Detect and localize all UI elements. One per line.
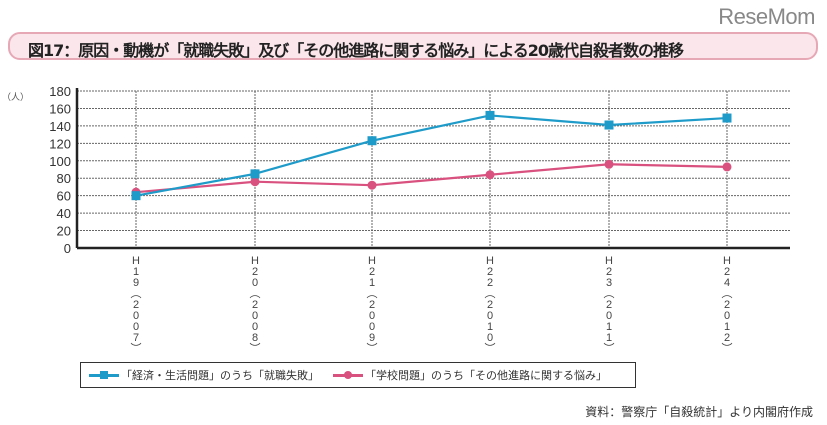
- y-tick-label: 20: [57, 224, 71, 239]
- square-marker-icon: [89, 369, 119, 381]
- source-note: 資料：警察庁「自殺統計」より内閣府作成: [585, 405, 813, 419]
- circle-marker-icon: [333, 369, 363, 381]
- y-tick-label: 40: [57, 206, 71, 221]
- data-point-marker: [485, 110, 495, 120]
- x-tick-label: H 2 3 ︵ 2 0 1 1 ︶: [604, 255, 615, 355]
- x-tick-label: H 1 9 ︵ 2 0 0 7 ︶: [131, 255, 142, 355]
- legend-label: 「学校問題」のうち「その他進路に関する悩み」: [365, 369, 607, 382]
- x-tick-label: H 2 0 ︵ 2 0 0 8 ︶: [250, 255, 261, 355]
- data-point-marker: [604, 120, 614, 130]
- resemom-logo: ReseMom: [718, 4, 815, 29]
- y-tick-label: 140: [49, 119, 71, 134]
- title-banner: 図17：原因・動機が「就職失敗」及び「その他進路に関する悩み」による20歳代自殺…: [8, 32, 818, 60]
- data-point-marker: [367, 180, 377, 190]
- legend-item-series-2: 「学校問題」のうち「その他進路に関する悩み」: [333, 367, 607, 383]
- legend-item-series-1: 「経済・生活問題」のうち「就職失敗」: [89, 367, 319, 383]
- data-point-marker: [367, 136, 377, 146]
- data-point-marker: [604, 159, 614, 169]
- legend-label: 「経済・生活問題」のうち「就職失敗」: [121, 369, 319, 382]
- data-point-marker: [250, 169, 260, 179]
- data-point-marker: [722, 113, 732, 123]
- y-tick-label: 160: [49, 101, 71, 116]
- series-line-2: [135, 163, 728, 194]
- chart-title: 図17：原因・動機が「就職失敗」及び「その他進路に関する悩み」による20歳代自殺…: [28, 41, 684, 60]
- data-point-marker: [485, 170, 495, 180]
- data-point-marker: [722, 162, 732, 172]
- y-tick-label: 60: [57, 189, 71, 204]
- x-tick-label: H 2 1 ︵ 2 0 0 9 ︶: [367, 255, 378, 355]
- y-tick-label: 100: [49, 154, 71, 169]
- y-tick-label: 120: [49, 136, 71, 151]
- data-point-marker: [250, 177, 260, 187]
- data-point-marker: [131, 191, 141, 201]
- y-tick-label: 0: [64, 241, 71, 256]
- x-tick-label: H 2 4 ︵ 2 0 1 2 ︶: [722, 255, 733, 355]
- y-axis-unit: （人）: [2, 92, 29, 103]
- series-line-1: [135, 114, 728, 197]
- y-tick-label: 180: [49, 84, 71, 99]
- x-tick-label: H 2 2 ︵ 2 0 1 0 ︶: [485, 255, 496, 355]
- legend: 「経済・生活問題」のうち「就職失敗」 「学校問題」のうち「その他進路に関する悩み…: [80, 362, 636, 388]
- y-tick-label: 80: [57, 171, 71, 186]
